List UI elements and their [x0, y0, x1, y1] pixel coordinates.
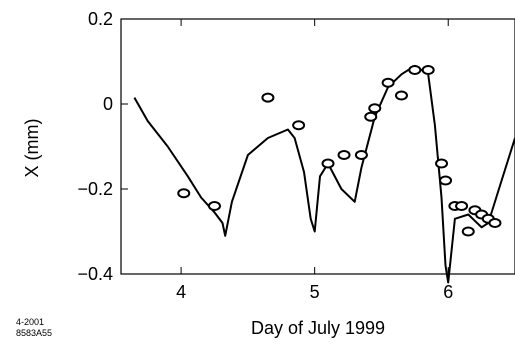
data-point: [455, 201, 469, 211]
stamp-line-1: 4-2001: [16, 317, 44, 327]
data-point: [177, 188, 191, 199]
tick-labels: 4 5 6 −0.4 −0.2 0 0.2: [77, 9, 453, 302]
data-point: [488, 218, 502, 228]
x-axis-label: Day of July 1999: [251, 318, 385, 338]
data-point: [354, 150, 368, 160]
y-axis-label: X (mm): [22, 119, 42, 178]
y-tick-label: 0.2: [88, 9, 113, 29]
data-point: [421, 65, 435, 75]
x-tick-label: 5: [310, 282, 320, 302]
series-line-path: [133, 64, 515, 284]
plot-frame: [120, 18, 515, 275]
y-tick-label: −0.4: [77, 264, 113, 284]
x-tick-label: 6: [443, 282, 453, 302]
data-point: [292, 120, 306, 131]
data-point: [394, 90, 408, 101]
data-point: [321, 158, 335, 169]
data-point: [435, 158, 449, 169]
stamp-line-2: 8583A55: [16, 328, 52, 338]
data-point: [439, 175, 453, 186]
data-point: [461, 226, 475, 237]
ticks: [121, 18, 449, 275]
x-tick-label: 4: [176, 282, 186, 302]
y-tick-label: 0: [103, 94, 113, 114]
series-markers: [177, 65, 502, 237]
data-point: [364, 111, 378, 122]
data-point: [381, 77, 395, 88]
data-point: [261, 92, 275, 103]
y-tick-label: −0.2: [77, 179, 113, 199]
data-point: [337, 150, 351, 160]
data-point: [368, 103, 382, 114]
data-point: [408, 65, 422, 75]
series-line: [133, 64, 515, 284]
data-point: [207, 201, 221, 211]
